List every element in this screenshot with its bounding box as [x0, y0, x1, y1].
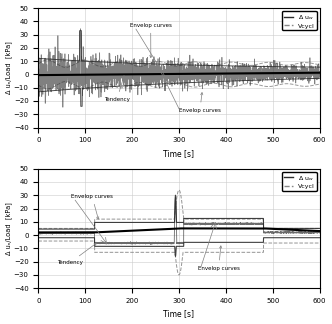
Text: Tendency: Tendency	[104, 76, 130, 102]
Y-axis label: Δ uₙ/Load  [kPa]: Δ uₙ/Load [kPa]	[6, 41, 12, 94]
Legend: $\Delta$ u$_w$, Vcycl: $\Delta$ u$_w$, Vcycl	[282, 172, 317, 191]
Legend: $\Delta$ u$_w$, Vcycl: $\Delta$ u$_w$, Vcycl	[282, 11, 317, 30]
Text: Envelop curves: Envelop curves	[130, 23, 172, 58]
Text: Envelop curves: Envelop curves	[179, 93, 221, 113]
X-axis label: Time [s]: Time [s]	[163, 149, 195, 158]
X-axis label: Time [s]: Time [s]	[163, 309, 195, 318]
Y-axis label: Δ uₙ/Load  [kPa]: Δ uₙ/Load [kPa]	[6, 202, 12, 255]
Text: Envelop curves: Envelop curves	[198, 246, 240, 271]
Text: Tendency: Tendency	[57, 243, 96, 265]
Text: Envelop curves: Envelop curves	[71, 194, 113, 219]
